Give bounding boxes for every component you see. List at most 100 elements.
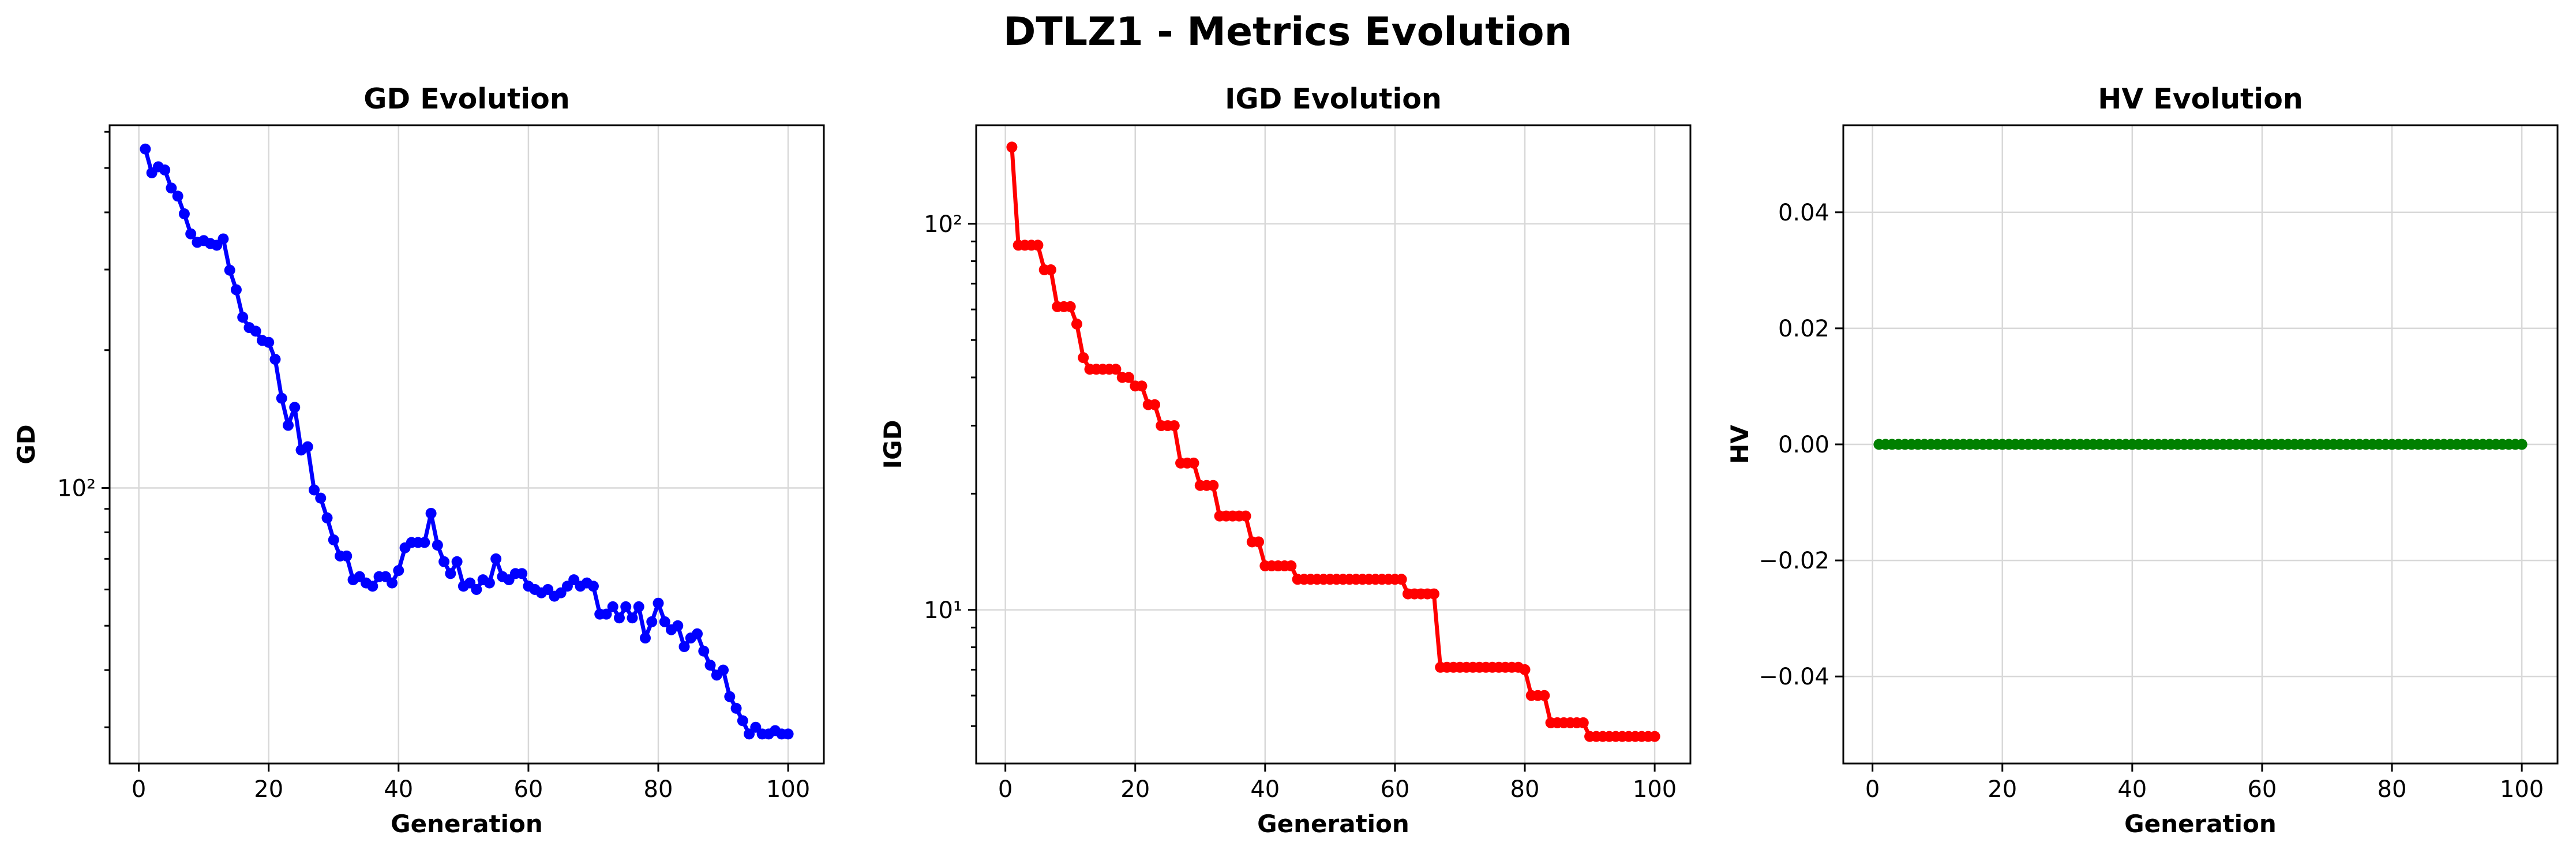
- igd-data-point: [1064, 301, 1076, 312]
- gd-data-point: [620, 601, 632, 612]
- gd-data-point: [224, 264, 235, 276]
- gd-data-point: [718, 664, 729, 676]
- igd-x-tick-label: 40: [1250, 776, 1280, 803]
- gd-data-point: [646, 616, 658, 627]
- gd-data-point: [730, 702, 742, 714]
- igd-data-point: [1519, 664, 1531, 675]
- gd-data-point: [601, 608, 612, 620]
- igd-data-point: [1285, 560, 1297, 572]
- gd-data-point: [692, 628, 703, 639]
- gd-data-point: [302, 441, 313, 452]
- gd-data-point: [445, 568, 456, 579]
- igd-data-point: [1649, 731, 1660, 742]
- gd-data-point: [750, 721, 762, 733]
- gd-panel-title: GD Evolution: [363, 83, 569, 115]
- gd-y-tick-label: 10²: [57, 475, 96, 502]
- gd-chart: 0 20 40 60 80 100 10² GD Evolution Generation GD: [12, 83, 825, 838]
- hv-x-tick-label: 100: [2500, 776, 2544, 803]
- gd-data-point: [178, 208, 190, 220]
- igd-series-line: [1010, 147, 1655, 739]
- gd-data-point: [782, 728, 794, 740]
- gd-x-tick-label: 80: [644, 776, 673, 803]
- gd-data-point: [250, 325, 261, 337]
- gd-data-point: [737, 715, 748, 727]
- igd-x-tick-label: 60: [1380, 776, 1409, 803]
- igd-data-point: [1396, 574, 1407, 585]
- gd-series-line: [143, 148, 789, 736]
- igd-data-point: [1149, 399, 1160, 410]
- gd-data-point: [172, 190, 183, 202]
- gd-data-point: [724, 691, 736, 702]
- gd-x-tick-label: 20: [254, 776, 283, 803]
- gd-data-point: [289, 402, 301, 413]
- igd-data-point: [1032, 239, 1044, 251]
- igd-y-tick-label: 10¹: [924, 597, 962, 624]
- gd-data-point: [698, 645, 710, 657]
- gd-data-point: [425, 508, 437, 519]
- igd-y-axis-label: IGD: [879, 420, 907, 469]
- igd-data-point: [1188, 457, 1199, 469]
- igd-data-point: [1208, 480, 1219, 491]
- gd-data-point: [269, 354, 281, 365]
- igd-data-point: [1123, 372, 1134, 383]
- igd-x-tick-label: 100: [1633, 776, 1677, 803]
- gd-x-tick-label: 0: [132, 776, 146, 803]
- gd-data-point: [166, 182, 177, 194]
- gd-data-point: [321, 512, 333, 523]
- igd-data-point: [1136, 380, 1148, 392]
- gd-data-point: [653, 597, 664, 609]
- gd-data-point: [185, 228, 197, 239]
- gd-data-point: [309, 484, 320, 496]
- gd-x-axis-label: Generation: [391, 810, 543, 838]
- hv-x-tick-label: 60: [2247, 776, 2277, 803]
- gd-data-point: [230, 284, 242, 295]
- igd-x-axis-label: Generation: [1257, 810, 1409, 838]
- igd-data-point: [1168, 420, 1180, 432]
- hv-y-tick-label: −0.02: [1758, 548, 1829, 574]
- igd-chart: 0 20 40 60 80 100 10¹ 10² IGD Evolution Generatio…: [879, 83, 1692, 838]
- gd-x-tick-label: 60: [513, 776, 543, 803]
- hv-y-tick-label: 0.04: [1778, 200, 1829, 226]
- gd-data-point: [341, 550, 353, 562]
- gd-data-point: [140, 143, 151, 155]
- igd-x-tick-label: 20: [1120, 776, 1150, 803]
- igd-data-point: [1428, 588, 1439, 600]
- gd-x-tick-label: 40: [384, 776, 413, 803]
- gd-data-point: [367, 581, 378, 592]
- gd-data-point: [218, 233, 229, 245]
- gd-y-axis-label: GD: [12, 424, 40, 464]
- gd-data-point: [633, 601, 644, 612]
- gd-data-point: [678, 641, 690, 653]
- hv-x-axis-label: Generation: [2124, 810, 2277, 838]
- gd-data-point: [263, 336, 275, 348]
- igd-data-point: [1539, 690, 1550, 701]
- gd-data-point: [283, 420, 294, 431]
- gd-data-point: [387, 577, 398, 589]
- gd-data-point: [659, 616, 670, 627]
- igd-data-point: [1071, 318, 1082, 330]
- gd-data-point: [516, 568, 528, 579]
- gd-data-point: [607, 601, 618, 612]
- gd-data-point: [627, 612, 638, 624]
- hv-y-tick-label: −0.04: [1758, 664, 1829, 690]
- gd-data-point: [471, 583, 482, 595]
- hv-panel-title: HV Evolution: [2098, 83, 2303, 115]
- igd-y-tick-label: 10²: [924, 211, 962, 238]
- gd-data-point: [438, 556, 450, 567]
- gd-data-point: [159, 164, 171, 176]
- gd-data-point: [393, 565, 404, 577]
- gd-data-point: [328, 534, 339, 546]
- hv-x-tick-label: 80: [2378, 776, 2407, 803]
- figure-title: DTLZ1 - Metrics Evolution: [1003, 9, 1572, 55]
- gd-data-point: [419, 537, 430, 548]
- gd-data-point: [744, 728, 755, 740]
- igd-data-point: [1078, 352, 1089, 364]
- gd-data-point: [542, 583, 554, 595]
- gd-data-point: [672, 620, 684, 631]
- gd-data-point: [704, 660, 716, 671]
- gd-data-point: [613, 612, 625, 624]
- hv-chart: 0 20 40 60 80 100 0.04 0.02 0.00 −0.02 −0.04 HV Evo…: [1726, 83, 2559, 838]
- hv-x-tick-label: 40: [2117, 776, 2147, 803]
- gd-data-point: [315, 492, 327, 504]
